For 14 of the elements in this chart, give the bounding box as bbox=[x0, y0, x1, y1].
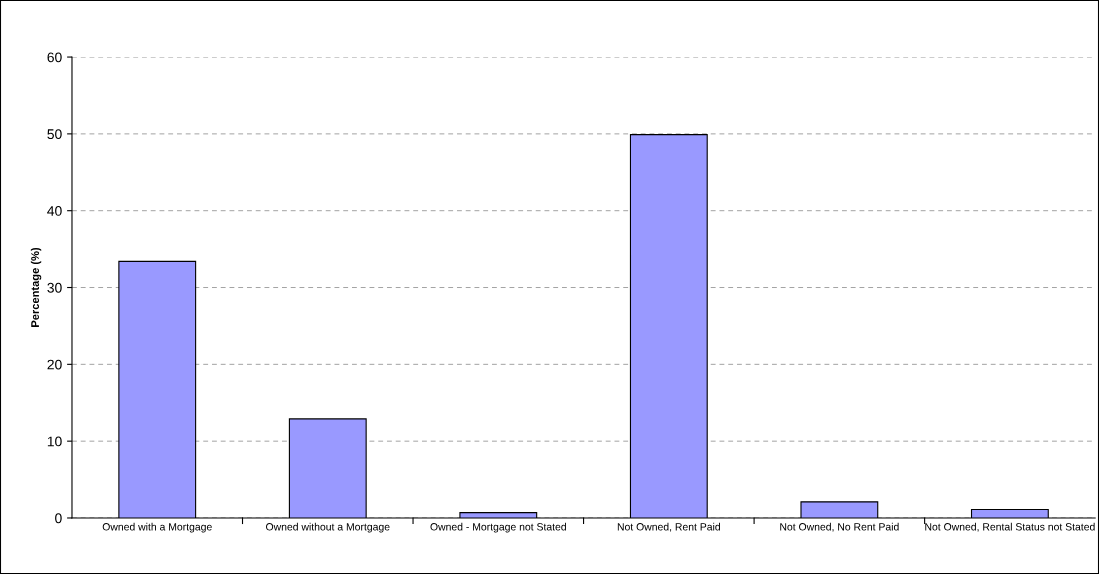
y-tick-label: 40 bbox=[47, 206, 62, 216]
y-axis-title: Percentage (%) bbox=[30, 247, 42, 327]
y-tick-label: 50 bbox=[47, 129, 62, 140]
x-tick-label: Owned without a Mortgage bbox=[266, 522, 390, 533]
x-tick-label: Owned with a Mortgage bbox=[102, 522, 212, 533]
y-tick-label: 60 bbox=[47, 52, 62, 63]
y-tick-label: 10 bbox=[47, 436, 62, 447]
y-tick-label: 30 bbox=[47, 282, 62, 293]
x-tick-label: Not Owned, Rental Status not Stated bbox=[925, 522, 1095, 532]
x-tick-label: Not Owned, No Rent Paid bbox=[780, 522, 899, 532]
x-tick-label: Owned - Mortgage not Stated bbox=[430, 522, 566, 533]
y-tick-label: 20 bbox=[47, 359, 62, 370]
x-tick-label: Not Owned, Rent Paid bbox=[617, 522, 720, 532]
y-tick-label: 0 bbox=[55, 513, 62, 524]
